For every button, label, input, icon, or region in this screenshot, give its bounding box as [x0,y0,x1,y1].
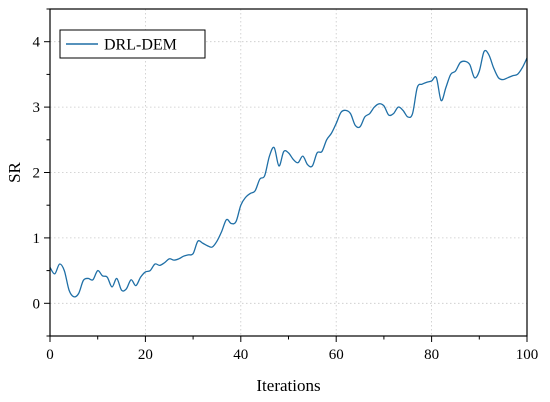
y-tick-label: 0 [33,296,41,312]
x-tick-label: 60 [329,347,344,363]
series-lines [49,49,528,298]
y-tick-label: 3 [33,100,41,116]
x-axis-title: Iterations [256,376,320,395]
y-tick-label: 4 [33,35,41,51]
grid-lines [50,9,527,336]
y-axis-title: SR [5,161,24,182]
series-line-drl-dem [49,49,528,298]
y-tick-label: 2 [33,166,41,182]
x-tick-label: 80 [424,347,439,363]
legend: DRL-DEM [59,29,206,59]
legend-label: DRL-DEM [104,37,177,54]
x-tick-label: 20 [138,347,153,363]
x-tick-label: 0 [46,347,54,363]
y-axis-ticks: 0 1 2 3 4 [33,8,50,337]
x-axis-ticks: 0 20 40 60 80 100 [46,336,539,363]
x-tick-label: 40 [233,347,248,363]
y-tick-label: 1 [33,231,41,247]
x-tick-label: 100 [516,347,539,363]
